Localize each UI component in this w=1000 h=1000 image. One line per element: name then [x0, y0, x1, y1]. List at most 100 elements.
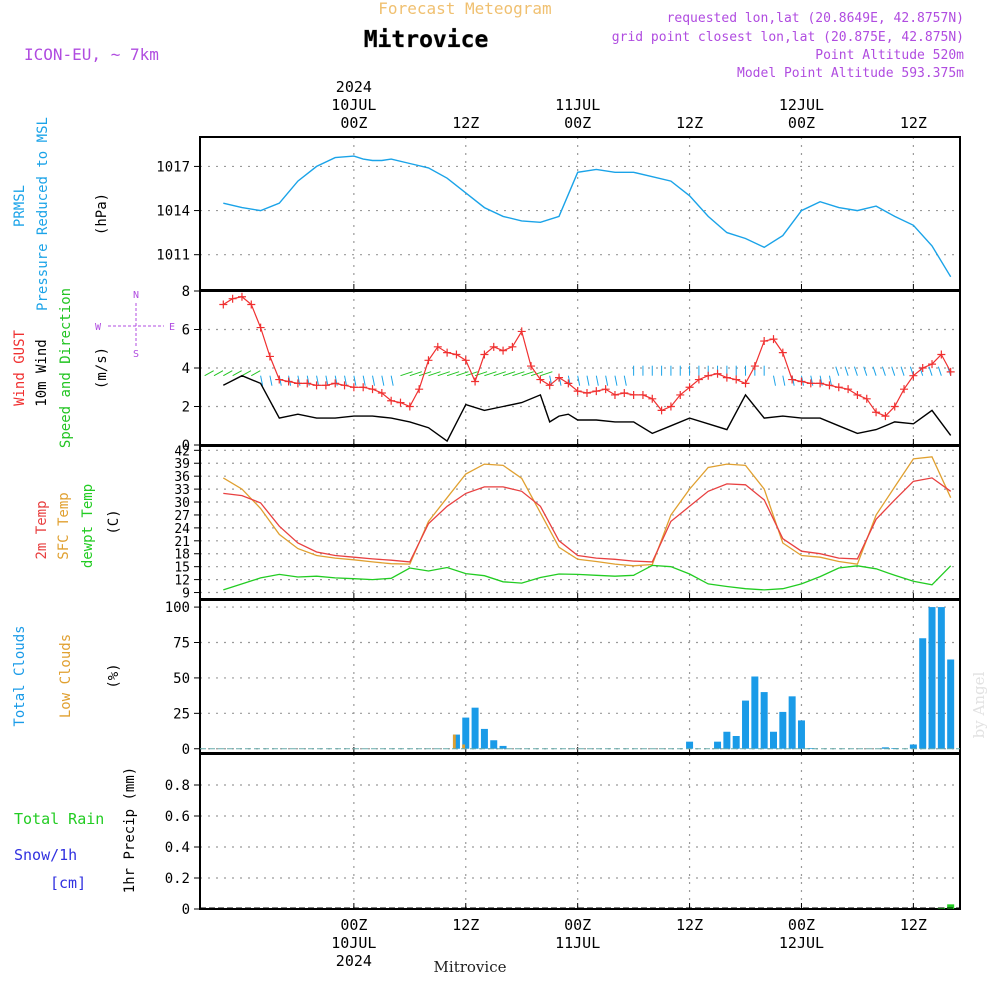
wind-gust-marker	[666, 402, 675, 411]
wind-arrow	[409, 371, 422, 377]
wind-arrow	[446, 371, 460, 377]
top-time-label: 11JUL	[555, 96, 600, 114]
wind-gust-marker	[387, 396, 396, 405]
wind-gust-marker	[219, 300, 228, 309]
total-cloud-bar	[751, 676, 759, 749]
precip-ytick-label: 0.6	[165, 809, 190, 825]
wind-arrow	[773, 375, 776, 386]
wind-arrow	[484, 371, 497, 377]
temp-label-sfc: SFC Temp	[56, 492, 72, 559]
top-time-label: 12Z	[900, 114, 927, 132]
bottom-time-label: 12Z	[452, 916, 479, 934]
wind-gust-marker	[247, 300, 256, 309]
wind-gust-marker	[620, 389, 629, 398]
wind-gust-marker	[928, 360, 937, 369]
pressure-ytick-label: 1011	[156, 248, 190, 264]
wind-gust-marker	[750, 362, 759, 371]
wind-arrow	[782, 375, 786, 386]
total-cloud-bar	[760, 692, 768, 749]
wind-ytick-label: 0	[182, 438, 190, 454]
wind-gust-marker	[881, 412, 890, 421]
temperature-ytick-label: 36	[174, 470, 190, 485]
wind-gust-line	[222, 296, 952, 417]
total-cloud-bar	[779, 711, 787, 749]
precip-ytick-label: 0.2	[165, 871, 190, 887]
total-cloud-bar	[881, 747, 889, 749]
wind-gust-marker	[340, 381, 349, 390]
wind-ytick-label: 4	[182, 361, 190, 377]
wind-direction-arrows	[204, 365, 952, 386]
wind-gust-marker	[694, 375, 703, 384]
pressure-unit: (hPa)	[94, 193, 110, 235]
dewpt-line	[223, 564, 952, 591]
total-cloud-bar	[490, 740, 498, 749]
total-cloud-bar	[909, 744, 917, 749]
wind-gust-marker	[946, 367, 955, 376]
top-time-label: 12Z	[452, 114, 479, 132]
wind-gust-marker	[228, 294, 237, 303]
wind-arrow	[810, 375, 814, 386]
wind-gust-marker	[480, 350, 489, 359]
precip-label-cm: [cm]	[50, 874, 86, 892]
footer-location: Mitrovice	[434, 958, 507, 976]
temp-label-dewpt: dewpt Temp	[80, 484, 96, 568]
pressure-label-prmsl: PRMSL	[12, 185, 28, 227]
wind-gust-marker	[545, 381, 554, 390]
model-altitude: Model Point Altitude 593.375m	[737, 66, 964, 81]
temperature-ytick-label: 18	[174, 548, 190, 563]
wind-arrow	[800, 375, 804, 386]
temperature-ytick-label: 30	[174, 496, 190, 511]
temperature-ytick-label: 15	[174, 561, 190, 576]
wind-gust-marker	[508, 342, 517, 351]
wind-gust-marker	[321, 381, 330, 390]
compass-s: S	[133, 349, 139, 360]
wind-gust-marker	[816, 379, 825, 388]
wind-label-gust: Wind GUST	[12, 330, 28, 406]
wind-gust-marker	[256, 323, 265, 332]
wind-gust-marker	[489, 342, 498, 351]
wind-label-speed: Speed and Direction	[58, 288, 74, 448]
precip-ytick-label: 0.4	[165, 840, 190, 856]
wind-arrow	[428, 371, 441, 377]
wind-gust-marker	[685, 383, 694, 392]
clouds-frame	[199, 599, 961, 754]
total-cloud-bar	[928, 607, 936, 749]
total-cloud-bar	[788, 696, 796, 749]
wind-gust-marker	[359, 383, 368, 392]
cloud-labels: Total Clouds Low Clouds (%)	[12, 625, 122, 726]
wind-arrow	[891, 366, 896, 376]
temperature-ytick-label: 21	[174, 535, 190, 550]
wind-arrow	[835, 366, 840, 376]
wind-ytick-label: 6	[182, 323, 190, 339]
wind-gust-marker	[788, 375, 797, 384]
wind-arrow	[881, 366, 886, 376]
wind-gust-marker	[797, 377, 806, 386]
wind-arrow	[863, 366, 868, 376]
wind-gust-marker	[629, 390, 638, 399]
total-cloud-bar	[807, 748, 815, 749]
wind-arrow	[390, 375, 394, 386]
wind-arrow	[232, 370, 242, 377]
wind-unit: (m/s)	[94, 347, 110, 389]
clouds-ytick-label: 25	[173, 706, 190, 722]
wind-gust-marker	[890, 402, 899, 411]
precip-panel: 0 0.2 0.4 0.6 0.8	[165, 753, 961, 918]
total-cloud-bar	[471, 707, 479, 749]
wind-gust-marker	[424, 356, 433, 365]
wind-gust-marker	[760, 337, 769, 346]
wind-gust-marker	[499, 346, 508, 355]
wind-gust-marker	[517, 327, 526, 336]
total-cloud-bar	[499, 745, 507, 749]
bottom-time-label: 00Z	[788, 916, 815, 934]
wind-arrow	[540, 371, 553, 377]
wind-arrow	[269, 375, 273, 386]
wind-arrow	[614, 375, 618, 386]
wind-gust-marker	[806, 379, 815, 388]
total-cloud-bar	[714, 741, 722, 749]
wind-arrow	[213, 370, 224, 377]
clouds-ytick-label: 100	[165, 600, 190, 616]
clouds-ytick-label: 50	[173, 671, 190, 687]
